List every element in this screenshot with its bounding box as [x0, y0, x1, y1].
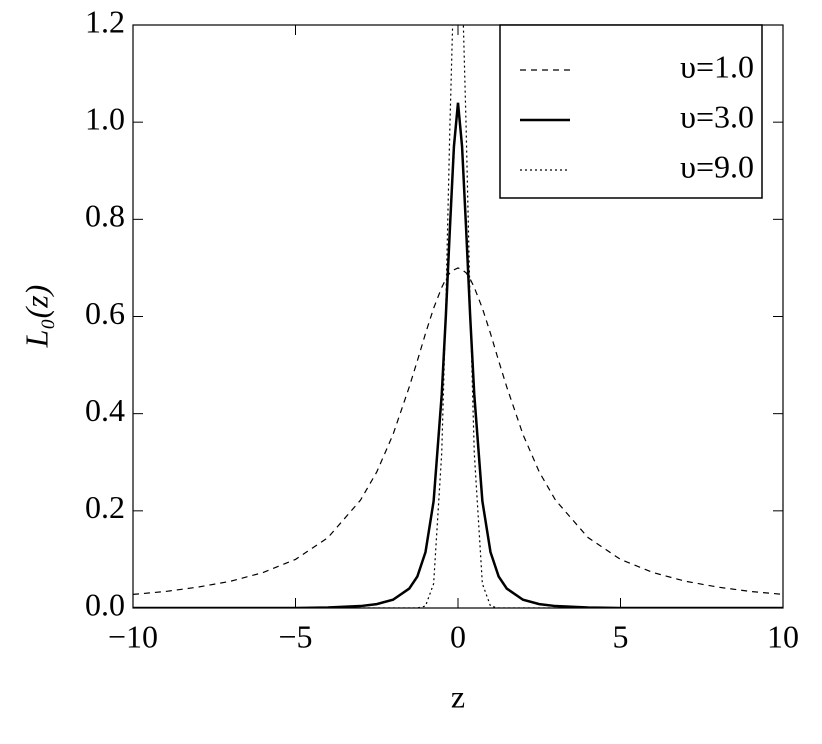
y-tick-label: 0.2: [85, 489, 125, 525]
x-tick-label: −5: [278, 618, 312, 654]
y-tick-label: 0.0: [85, 586, 125, 622]
legend-box: [499, 24, 763, 199]
x-tick-label: 10: [767, 618, 799, 654]
plot-area: [133, 25, 783, 608]
x-axis-label: z: [451, 678, 465, 714]
legend-label: υ=3.0: [680, 98, 754, 134]
y-tick-label: 0.6: [85, 295, 125, 331]
y-tick-label: 0.4: [85, 392, 125, 428]
y-tick-label: 1.2: [85, 3, 125, 39]
series-line: [133, 267, 783, 595]
legend-label: υ=1.0: [680, 48, 754, 84]
y-axis-label: L₀(z): [18, 285, 54, 349]
x-tick-label: −10: [108, 618, 158, 654]
legend: υ=1.0 υ=3.0 υ=9.0: [499, 24, 763, 199]
x-tick-label: 0: [450, 618, 466, 654]
y-tick-label: 0.8: [85, 198, 125, 234]
legend-label: υ=9.0: [680, 148, 754, 184]
x-tick-label: 5: [613, 618, 629, 654]
y-tick-label: 1.0: [85, 101, 125, 137]
